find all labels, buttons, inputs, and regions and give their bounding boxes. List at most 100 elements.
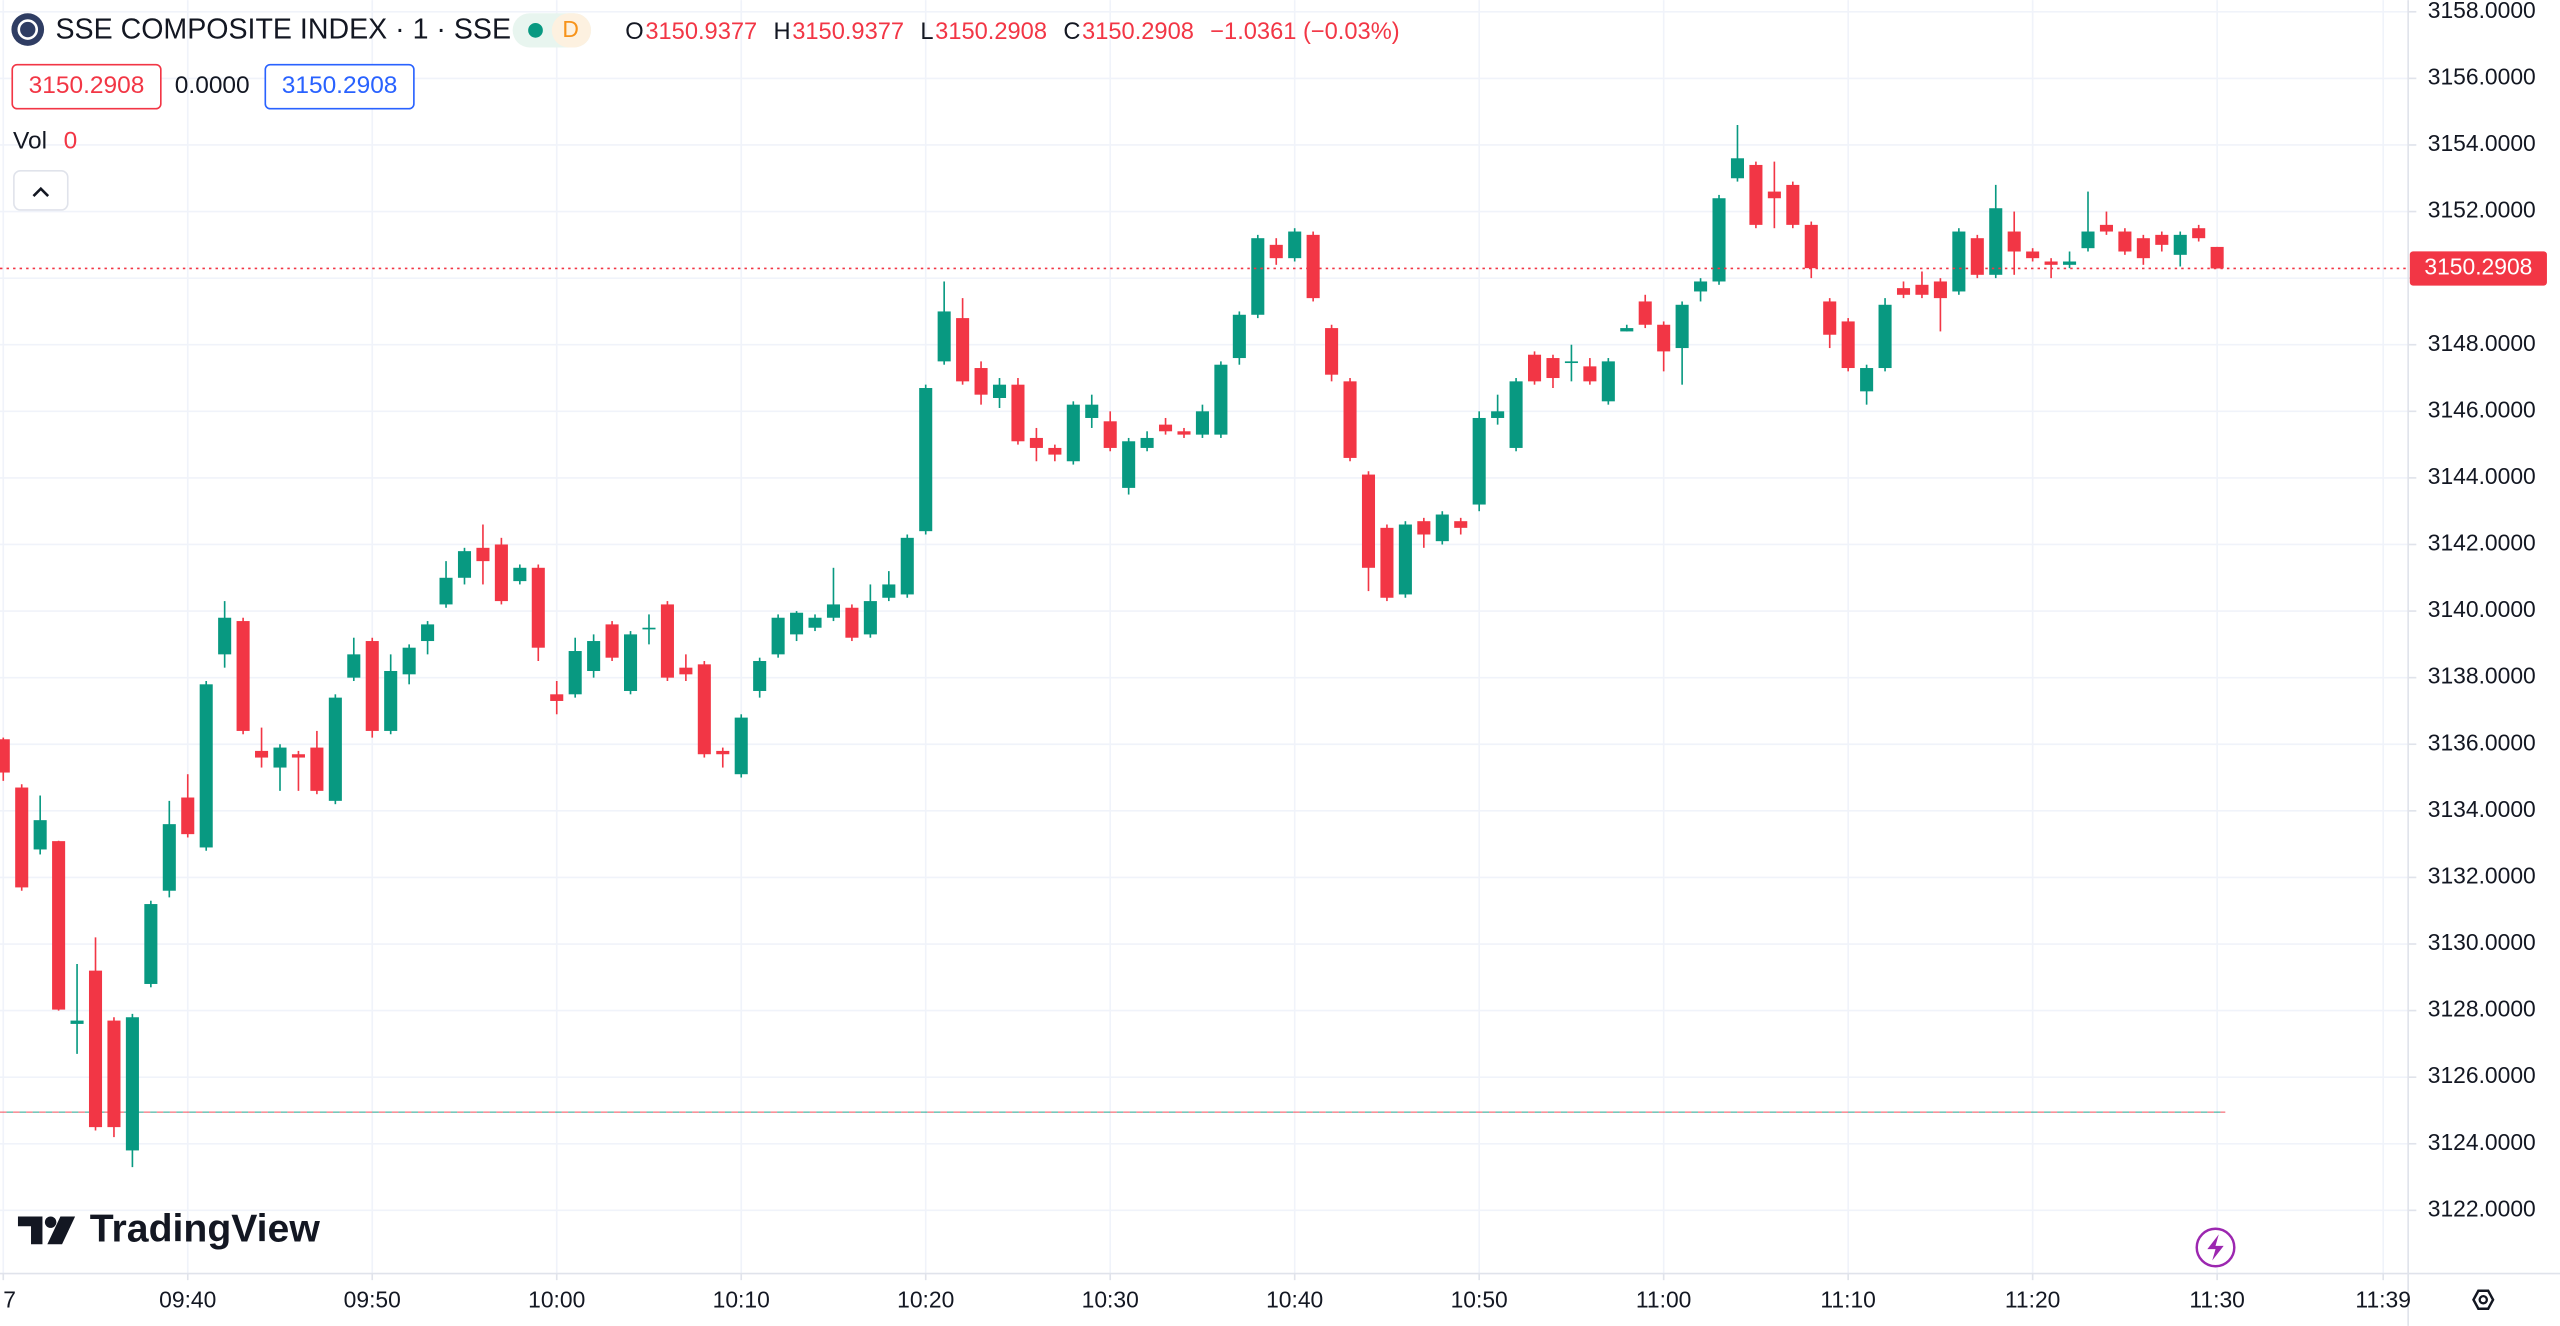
- sell-price[interactable]: 3150.2908: [29, 72, 145, 99]
- candle-body: [587, 641, 601, 672]
- x-tick-label: 11:20: [2005, 1286, 2060, 1312]
- candle-body: [1066, 404, 1080, 462]
- candle-body: [52, 841, 66, 1010]
- candle-body: [476, 547, 490, 562]
- plot-layer: [0, 124, 2409, 1168]
- candle-body: [1398, 524, 1412, 595]
- candle-body: [1952, 231, 1966, 292]
- candle-body: [2007, 231, 2021, 252]
- candle-body: [1583, 366, 1597, 382]
- candle-body: [384, 671, 398, 731]
- candle-body: [328, 697, 342, 801]
- collapse-chevron: [32, 186, 50, 197]
- candle-body: [273, 747, 287, 768]
- candle-body: [956, 318, 970, 382]
- candle-body: [2118, 231, 2132, 252]
- buy-box[interactable]: [264, 63, 415, 110]
- last-price-box: [2409, 251, 2547, 286]
- alert-button[interactable]: [2195, 1227, 2236, 1268]
- candle-body: [1712, 198, 1726, 282]
- candle-body: [1675, 304, 1689, 349]
- candle-body: [0, 739, 10, 773]
- candle-body: [1860, 368, 1874, 392]
- candle-body: [1564, 361, 1578, 364]
- y-tick-label: 3130.0000: [2428, 929, 2536, 955]
- candle-body: [1177, 431, 1191, 435]
- candle-body: [2063, 261, 2077, 265]
- candle-body: [697, 664, 711, 755]
- candle-body: [863, 601, 877, 635]
- candle-body: [199, 684, 213, 848]
- candle-body: [1011, 384, 1025, 442]
- y-tick-label: 3134.0000: [2428, 796, 2536, 822]
- candle-body: [1989, 208, 2003, 275]
- spread: 0.0000: [175, 72, 250, 99]
- ohlc-key: H: [773, 19, 790, 45]
- candle-body: [1085, 404, 1099, 418]
- candle-body: [255, 750, 269, 758]
- buy-price[interactable]: 3150.2908: [282, 72, 398, 99]
- candle-body: [2136, 238, 2150, 259]
- candle-body: [125, 1017, 139, 1151]
- volume-label: Vol: [13, 128, 47, 155]
- candle-body: [808, 617, 822, 628]
- interval-badge: D: [562, 16, 579, 42]
- candle-body: [1620, 328, 1634, 332]
- candle-body: [624, 634, 638, 691]
- candle-body: [181, 797, 195, 835]
- y-tick-label: 3122.0000: [2428, 1195, 2536, 1221]
- brand-text[interactable]: TradingView: [90, 1208, 321, 1251]
- candle-body: [1103, 421, 1117, 448]
- candle-body: [1638, 301, 1652, 325]
- x-tick-label: 09:50: [344, 1286, 401, 1312]
- settings-hex[interactable]: [2472, 1289, 2495, 1310]
- candle-body: [15, 787, 29, 888]
- symbol-header[interactable]: SSE COMPOSITE INDEX · 1 · SSE: [11, 13, 511, 46]
- collapse-button[interactable]: [13, 169, 69, 211]
- candle-body: [1269, 244, 1283, 259]
- candle-body: [1380, 527, 1394, 598]
- candle-body: [753, 661, 767, 691]
- candle-body: [218, 617, 232, 655]
- candle-body: [2099, 224, 2113, 232]
- candle-body: [531, 567, 545, 648]
- y-tick-label: 3148.0000: [2428, 330, 2536, 356]
- ohlc-value: 3150.9377: [792, 19, 904, 45]
- candle-body: [1509, 381, 1523, 448]
- candle-body: [642, 627, 656, 630]
- market-status[interactable]: D: [512, 13, 592, 48]
- y-tick-label: 3136.0000: [2428, 729, 2536, 755]
- x-tick-label: 11:30: [2189, 1286, 2244, 1312]
- symbol-title[interactable]: SSE COMPOSITE INDEX · 1 · SSE: [56, 14, 512, 46]
- candle-body: [421, 624, 435, 642]
- candle-body: [1970, 238, 1984, 275]
- candle-body: [1048, 447, 1062, 455]
- change-value: −1.0361 (−0.03%): [1210, 19, 1399, 45]
- candle-body: [457, 551, 472, 578]
- candle-body: [1933, 281, 1947, 299]
- candle-body: [402, 647, 416, 675]
- candle-body: [1546, 358, 1560, 379]
- candle-body: [347, 654, 361, 678]
- candle-body: [70, 1020, 84, 1024]
- ohlc-key: C: [1063, 19, 1080, 45]
- candle-body: [845, 607, 859, 638]
- symbol-logo-mark: [17, 19, 39, 40]
- brand-icon-v: [47, 1216, 76, 1245]
- y-tick-label: 3154.0000: [2428, 130, 2536, 156]
- x-tick-label: 10:50: [1451, 1286, 1508, 1312]
- candle-body: [660, 604, 674, 678]
- brand-icon-dot: [44, 1216, 57, 1228]
- brand-logo[interactable]: TradingView: [17, 1208, 321, 1251]
- y-tick-label: 3156.0000: [2428, 63, 2536, 89]
- candle-body: [291, 754, 305, 758]
- x-tick-label: 11:00: [1636, 1286, 1691, 1312]
- candle-body: [1472, 417, 1486, 505]
- candle-body: [974, 368, 988, 395]
- volume-value: 0: [64, 128, 78, 155]
- settings-button[interactable]: [2472, 1289, 2495, 1310]
- candle-body: [1417, 521, 1431, 535]
- sell-box[interactable]: [11, 63, 162, 110]
- ohlc-value: 3150.2908: [935, 19, 1047, 45]
